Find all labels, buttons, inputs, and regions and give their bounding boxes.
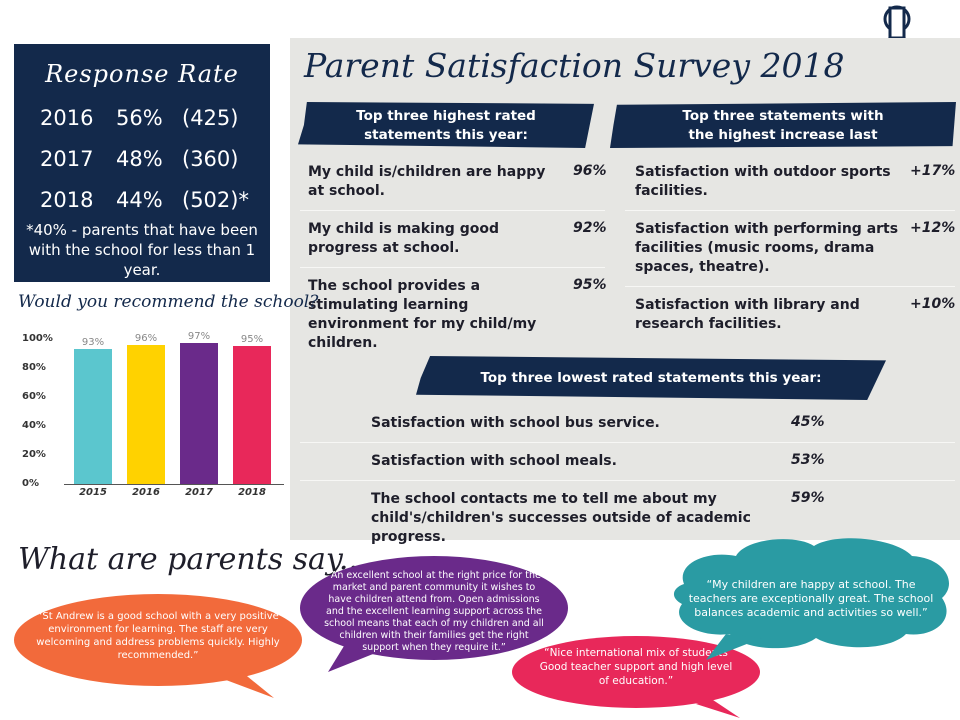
divider	[300, 267, 605, 268]
lowest-value: 45%	[791, 414, 825, 430]
bar-value-label: 96%	[134, 332, 158, 344]
increase-statement: Satisfaction with library and research f…	[635, 297, 860, 332]
bar-2016	[127, 344, 165, 484]
quote-text: “St Andrew is a good school with a very …	[36, 611, 280, 661]
highest-value: 92%	[573, 220, 607, 236]
bubble-shape	[300, 556, 568, 672]
bar-2018	[233, 346, 271, 484]
x-tick-label: 2015	[79, 487, 107, 498]
recommend-chart: 100% 80% 60% 40% 20% 0% 93% 2015 96% 2016 97…	[0, 0, 300, 520]
increase-value: +17%	[910, 163, 956, 179]
response-rate-title: Response Rate	[45, 60, 239, 88]
bar-value-label: 95%	[240, 334, 264, 346]
lowest-statement: Satisfaction with school bus service.	[371, 415, 660, 431]
rr-pct: 44%	[116, 188, 163, 212]
recommend-title: Would you recommend the school?	[18, 292, 319, 312]
quote-bubble-orange: “St Andrew is a good school with a very …	[12, 594, 304, 698]
increase-value: +10%	[910, 296, 956, 312]
increase-statement: Satisfaction with outdoor sports facilit…	[635, 164, 891, 199]
rr-year: 2018	[40, 188, 94, 212]
x-tick-label: 2018	[238, 487, 266, 498]
rr-count: (360)	[182, 147, 239, 171]
x-axis-line	[64, 484, 284, 485]
y-tick: 80%	[22, 362, 46, 373]
response-rate-panel: Response Rate 2016 56% (425) 2017 48% (3…	[14, 44, 270, 282]
bar-value-label: 97%	[187, 331, 211, 343]
y-tick: 100%	[22, 333, 53, 344]
highest-statement: My child is making good progress at scho…	[308, 221, 499, 256]
rr-year: 2017	[40, 147, 94, 171]
lowest-value: 53%	[791, 452, 825, 468]
x-tick-label: 2017	[185, 487, 213, 498]
highest-statement: The school provides a stimulating learni…	[308, 278, 537, 351]
quote-bubble-pink: “Nice international mix of students Good…	[510, 636, 762, 718]
bar-value-label: 93%	[81, 337, 105, 349]
bubble-shape	[512, 636, 760, 718]
highest-heading-banner: Top three highest rated statements this …	[298, 102, 594, 148]
bubble-shape	[14, 594, 302, 698]
increase-statement: Satisfaction with performing arts facili…	[635, 221, 899, 275]
bar-2017	[180, 343, 218, 484]
y-tick: 60%	[22, 391, 46, 402]
response-rate-note: *40% - parents that have been with the s…	[26, 221, 258, 279]
rr-count: (502)*	[182, 188, 249, 212]
survey-title: Parent Satisfaction Survey 2018	[304, 46, 845, 85]
quote-text: “Nice international mix of students Good…	[539, 647, 733, 687]
highest-statement: My child is/children are happy at school…	[308, 164, 546, 199]
divider	[625, 286, 955, 287]
quote-bubble-teal: “My children are happy at school. The te…	[666, 534, 956, 664]
y-tick: 0%	[22, 478, 39, 489]
divider	[625, 210, 955, 211]
rr-count: (425)	[182, 106, 239, 130]
increase-heading: Top three statements with the highest in…	[682, 108, 884, 148]
quote-text: “My children are happy at school. The te…	[688, 578, 934, 619]
y-tick: 20%	[22, 449, 46, 460]
rr-pct: 48%	[116, 147, 163, 171]
x-tick-label: 2016	[132, 487, 160, 498]
lowest-heading: Top three lowest rated statements this y…	[480, 370, 822, 386]
quote-bubble-purple: “An excellent school at the right price …	[298, 556, 570, 672]
lowest-value: 59%	[791, 490, 825, 506]
y-tick: 40%	[22, 420, 46, 431]
lowest-statement: Satisfaction with school meals.	[371, 453, 617, 469]
lowest-statement: The school contacts me to tell me about …	[371, 491, 751, 545]
divider	[300, 210, 605, 211]
quote-text: “An excellent school at the right price …	[324, 570, 544, 653]
lowest-heading-banner: Top three lowest rated statements this y…	[416, 356, 886, 400]
divider	[300, 442, 955, 443]
bubble-shape	[673, 538, 950, 660]
rr-year: 2016	[40, 106, 94, 130]
highest-heading: Top three highest rated statements this …	[356, 108, 536, 143]
highest-value: 95%	[573, 277, 607, 293]
increase-value: +12%	[910, 220, 956, 236]
rr-pct: 56%	[116, 106, 163, 130]
bar-2015	[74, 349, 112, 484]
increase-heading-banner: Top three statements with the highest in…	[610, 102, 956, 148]
highest-value: 96%	[573, 163, 607, 179]
divider	[300, 480, 955, 481]
parents-say-title: What are parents say...	[18, 542, 368, 577]
